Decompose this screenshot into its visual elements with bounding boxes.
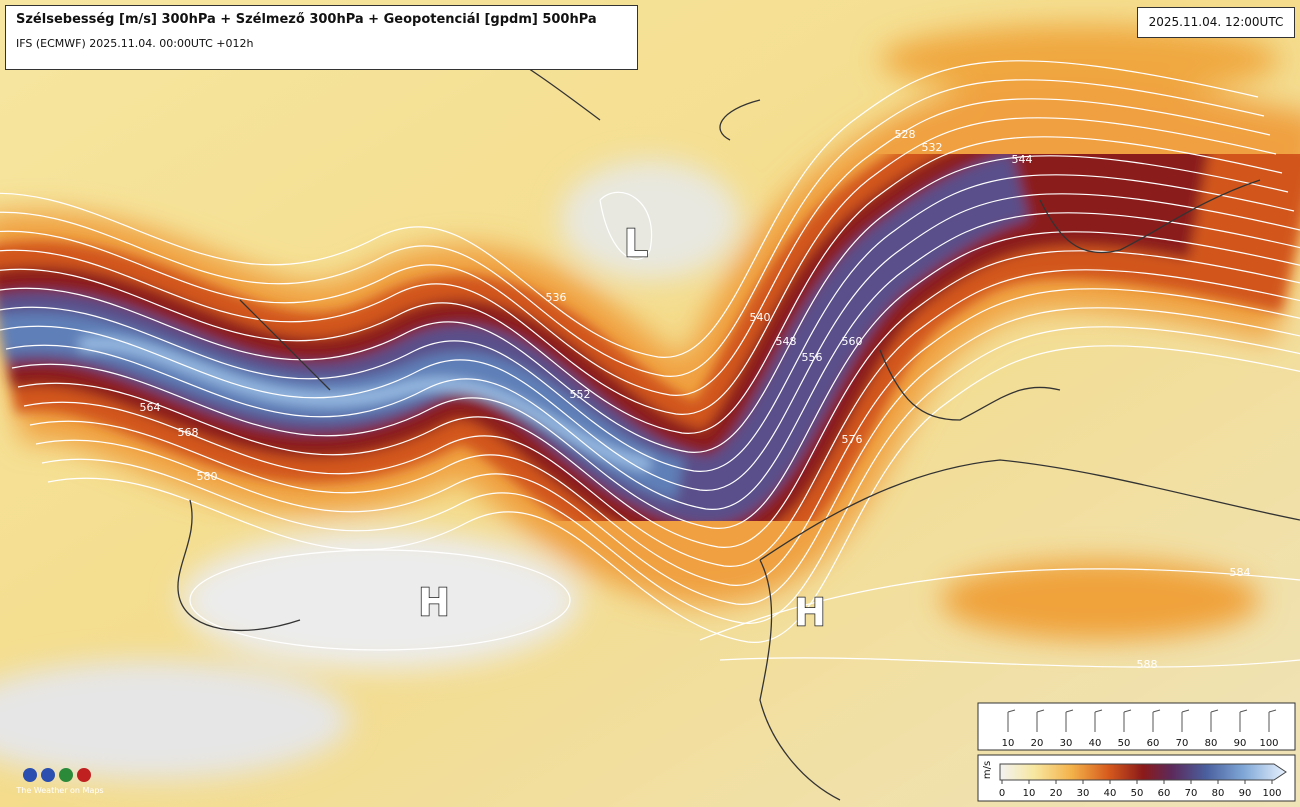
contour-line: [0, 193, 1300, 491]
barb-icon: [1239, 709, 1248, 732]
logo-caption: The Weather on Maps: [15, 786, 103, 795]
barb-flag: [1181, 709, 1190, 713]
contour-line: [41, 326, 1300, 624]
barb-flag: [1210, 709, 1219, 713]
contour-line: [0, 174, 1295, 472]
contour-line: [35, 307, 1300, 605]
contour-line: [23, 269, 1300, 567]
barb-icon: [1181, 709, 1190, 732]
contour-line: [29, 288, 1300, 586]
colorbar-tick-label: 70: [1185, 788, 1198, 799]
barb-flag: [1007, 709, 1016, 713]
barb-flag: [1152, 709, 1161, 713]
barb-legend: [977, 702, 1296, 751]
contour-label: 564: [140, 401, 161, 414]
barb-flag: [1268, 709, 1277, 713]
contour-label: 584: [1230, 566, 1251, 579]
contour-label: 568: [178, 426, 199, 439]
colorbar-tick-label: 30: [1077, 788, 1090, 799]
pressure-center: H: [794, 591, 826, 635]
contour-line: [0, 98, 1271, 396]
barb-label: 50: [1118, 738, 1131, 749]
colorbar-tick-label: 40: [1104, 788, 1117, 799]
contour-line: [11, 231, 1300, 529]
contour-line: [0, 155, 1289, 453]
contour-label: 544: [1012, 153, 1033, 166]
coastlines: [177, 39, 1300, 801]
contour-label: 528: [895, 128, 916, 141]
barb-icon: [1210, 709, 1219, 732]
barb-icon: [1094, 709, 1103, 732]
barb-scale: 10 20 30 40 50 60 70 80 90 100: [1002, 709, 1279, 749]
contour-label: 576: [842, 433, 863, 446]
geopotential-contours: [0, 60, 1300, 668]
contour-label: 552: [570, 388, 591, 401]
colorbar-ticks: 0 10 20 30 40 50 60 70 80 90 100: [999, 780, 1282, 799]
colorbar-tick-label: 90: [1239, 788, 1252, 799]
contour-label: 580: [197, 470, 218, 483]
barb-icon: [1007, 709, 1016, 732]
contour-line: [5, 212, 1300, 510]
contour-label: 536: [546, 291, 567, 304]
pressure-center: H: [418, 581, 450, 625]
contour-line: [17, 250, 1300, 548]
colorbar-unit: m/s: [982, 761, 993, 779]
barb-flag: [1123, 709, 1132, 713]
barb-label: 40: [1089, 738, 1102, 749]
barb-icon: [1036, 709, 1045, 732]
contour-line: [0, 136, 1283, 434]
contour-label: 532: [922, 141, 943, 154]
contour-label: 588: [1137, 658, 1158, 671]
contour-line: [0, 117, 1277, 415]
contour-line: [0, 60, 1259, 358]
barb-label: 100: [1259, 738, 1278, 749]
colorbar: [999, 763, 1287, 781]
barb-label: 10: [1002, 738, 1015, 749]
barb-label: 60: [1147, 738, 1160, 749]
contour-line: [189, 549, 571, 651]
barb-flag: [1094, 709, 1103, 713]
barb-flag: [1036, 709, 1045, 713]
barb-icon: [1065, 709, 1074, 732]
contour-line: [47, 345, 1300, 643]
valid-time: 2025.11.04. 12:00UTC: [1137, 7, 1295, 38]
contour-line: [599, 191, 653, 260]
barb-flag: [1065, 709, 1074, 713]
subtitle: IFS (ECMWF) 2025.11.04. 00:00UTC +012h: [16, 37, 254, 50]
contour-line: [719, 657, 1300, 668]
contour-line: [0, 79, 1265, 377]
colorbar-tick-label: 20: [1050, 788, 1063, 799]
barb-icon: [1123, 709, 1132, 732]
barb-label: 20: [1031, 738, 1044, 749]
logo: The Weather on Maps: [15, 768, 104, 795]
barb-icon: [1268, 709, 1277, 732]
title: Szélsebesség [m/s] 300hPa + Szélmező 300…: [16, 12, 597, 27]
contour-label: 556: [802, 351, 823, 364]
header: Szélsebesség [m/s] 300hPa + Szélmező 300…: [5, 5, 638, 70]
barb-flag: [1239, 709, 1248, 713]
barb-label: 30: [1060, 738, 1073, 749]
contour-line: [699, 568, 1300, 641]
contour-label: 540: [750, 311, 771, 324]
barb-label: 70: [1176, 738, 1189, 749]
barb-label: 90: [1234, 738, 1247, 749]
pressure-center: L: [624, 222, 648, 266]
colorbar-tick-label: 0: [999, 788, 1005, 799]
colorbar-tick-label: 60: [1158, 788, 1171, 799]
barb-icon: [1152, 709, 1161, 732]
colorbar-tick-label: 100: [1262, 788, 1281, 799]
contour-label: 560: [842, 335, 863, 348]
colorbar-tick-label: 10: [1023, 788, 1036, 799]
contour-label: 548: [776, 335, 797, 348]
barb-label: 80: [1205, 738, 1218, 749]
colorbar-tick-label: 80: [1212, 788, 1225, 799]
colorbar-tick-label: 50: [1131, 788, 1144, 799]
